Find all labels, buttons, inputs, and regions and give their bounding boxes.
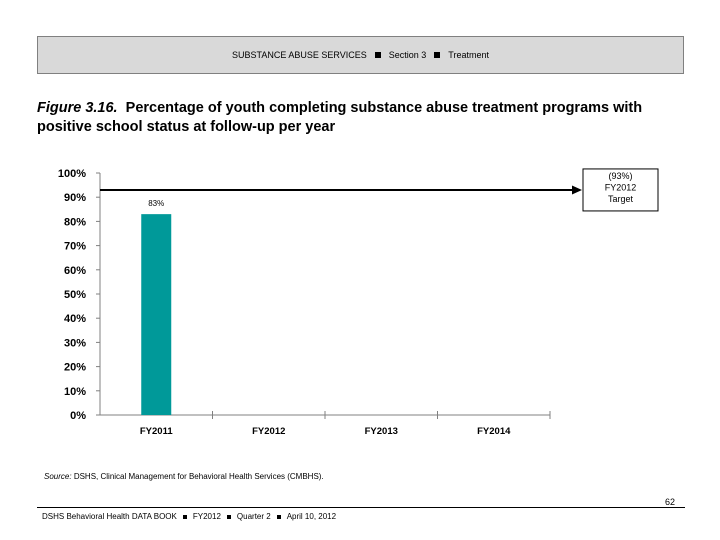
square-bullet-icon xyxy=(276,514,281,519)
footer-divider xyxy=(37,507,685,508)
y-tick-label: 20% xyxy=(64,362,86,374)
y-axis: 0% 10% 20% 30% 40% 50% 60% 70% 80% 90% 100% xyxy=(58,168,101,422)
y-tick-label: 30% xyxy=(64,337,86,349)
footer-quarter: Quarter 2 xyxy=(236,512,271,521)
bar-series: 83% xyxy=(141,199,172,415)
source-text: DSHS, Clinical Management for Behavioral… xyxy=(73,472,324,481)
square-bullet-icon xyxy=(434,52,441,58)
page-number: 62 xyxy=(665,497,676,507)
y-tick-label: 50% xyxy=(64,289,86,301)
target-label-line: FY2012 xyxy=(605,182,637,192)
y-tick-label: 90% xyxy=(64,192,86,204)
figure-title-text: Percentage of youth completing substance… xyxy=(37,100,643,135)
target-annotation: (93%)FY2012 Target xyxy=(100,168,659,212)
header-topic: Treatment xyxy=(448,50,489,60)
y-tick-label: 70% xyxy=(64,241,86,253)
source-label: Source: xyxy=(44,472,72,481)
y-tick-label: 80% xyxy=(64,216,86,228)
footer-fiscal-year: FY2012 xyxy=(192,512,221,521)
target-label-line: (93%) xyxy=(608,171,632,181)
target-label-box xyxy=(582,168,659,212)
figure-title: Figure 3.16. Percentage of youth complet… xyxy=(37,99,687,137)
source-note: Source: DSHS, Clinical Management for Be… xyxy=(44,472,324,481)
footer: DSHS Behavioral Health DATA BOOK FY2012 … xyxy=(42,512,336,521)
x-axis: FY2011 FY2012 FY2013 FY2014 xyxy=(100,411,551,437)
arrowhead-icon xyxy=(572,185,582,195)
bar xyxy=(141,214,172,415)
square-bullet-icon xyxy=(226,514,231,519)
footer-date: April 10, 2012 xyxy=(286,512,337,521)
header-section-name: SUBSTANCE ABUSE SERVICES xyxy=(232,50,367,60)
square-bullet-icon xyxy=(182,514,187,519)
section-header: SUBSTANCE ABUSE SERVICES Section 3 Treat… xyxy=(37,36,684,74)
x-tick-label: FY2011 xyxy=(140,426,173,437)
figure-label: Figure 3.16. xyxy=(37,100,118,116)
y-tick-label: 0% xyxy=(70,410,86,422)
data-label: 83% xyxy=(148,199,164,208)
y-tick-label: 60% xyxy=(64,265,86,277)
x-tick-label: FY2014 xyxy=(477,426,511,437)
x-tick-label: FY2012 xyxy=(252,426,285,437)
header-section-number: Section 3 xyxy=(388,50,427,60)
y-tick-label: 10% xyxy=(64,386,86,398)
x-tick-label: FY2013 xyxy=(365,426,398,437)
target-label-line: Target xyxy=(608,194,634,204)
y-tick-label: 40% xyxy=(64,313,86,325)
square-bullet-icon xyxy=(374,52,381,58)
y-tick-label: 100% xyxy=(58,168,86,180)
footer-book-title: DSHS Behavioral Health DATA BOOK xyxy=(42,512,177,521)
